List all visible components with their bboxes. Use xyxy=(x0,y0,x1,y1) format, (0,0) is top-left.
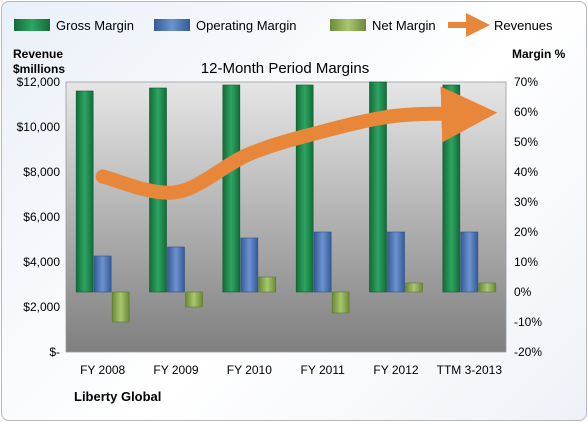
category-label: FY 2010 xyxy=(227,363,272,377)
left-axis-title-line1: Revenue xyxy=(13,47,63,61)
left-tick-label: $6,000 xyxy=(23,210,60,224)
category-labels: FY 2008 FY 2009 FY 2010 FY 2011 FY 2012 TTM 3… xyxy=(80,363,502,377)
left-axis-title-line2: $millions xyxy=(13,62,65,76)
operating-margin-bar xyxy=(313,231,332,293)
left-tick-label: $8,000 xyxy=(23,165,60,179)
left-tick-label: $10,000 xyxy=(17,120,61,134)
right-tick-label: -10% xyxy=(514,315,542,329)
right-axis-title: Margin % xyxy=(512,47,566,61)
left-axis-ticks: $- $2,000 $4,000 $6,000 $8,000 $10,000 $12,000 xyxy=(17,75,61,359)
gross-margin-bar xyxy=(295,84,314,293)
category-label: FY 2009 xyxy=(153,363,198,377)
operating-margin-bar xyxy=(387,231,405,293)
legend-label-operating-margin: Operating Margin xyxy=(196,18,296,33)
category-label: TTM 3-2013 xyxy=(437,363,503,377)
legend: Gross Margin Operating Margin Net Margin… xyxy=(14,13,553,37)
legend-swatch-net-margin xyxy=(330,19,366,31)
right-tick-label: 20% xyxy=(514,225,538,239)
operating-margin-bar xyxy=(460,231,479,293)
net-margin-bar xyxy=(478,282,497,293)
right-tick-label: 10% xyxy=(514,255,538,269)
legend-item-operating-margin: Operating Margin xyxy=(154,18,296,33)
right-tick-label: 50% xyxy=(514,135,538,149)
operating-margin-bar xyxy=(167,246,185,293)
legend-item-revenues: Revenues xyxy=(448,13,553,37)
net-margin-bar xyxy=(258,276,277,293)
legend-item-net-margin: Net Margin xyxy=(330,18,436,33)
legend-swatch-gross-margin xyxy=(14,19,50,31)
gross-margin-bar xyxy=(369,81,387,293)
net-margin-bar xyxy=(331,291,350,314)
left-tick-label: $4,000 xyxy=(23,255,60,269)
right-tick-label: 40% xyxy=(514,165,538,179)
right-tick-label: 0% xyxy=(514,285,532,299)
legend-label-revenues: Revenues xyxy=(494,18,553,33)
category-label: FY 2008 xyxy=(80,363,125,377)
legend-item-gross-margin: Gross Margin xyxy=(14,18,134,33)
legend-label-gross-margin: Gross Margin xyxy=(56,18,134,33)
left-tick-label: $- xyxy=(49,345,60,359)
revenue-line-group xyxy=(95,86,498,200)
category-label: FY 2012 xyxy=(373,363,418,377)
right-tick-label: 70% xyxy=(514,75,538,89)
net-margin-bar xyxy=(111,291,130,323)
operating-margin-bar xyxy=(93,255,112,293)
right-tick-label: -20% xyxy=(514,345,542,359)
gross-margin-bar xyxy=(75,90,94,293)
left-tick-label: $12,000 xyxy=(17,75,61,89)
plot-area xyxy=(65,81,507,353)
operating-margin-bar xyxy=(240,237,259,293)
company-label: Liberty Global xyxy=(74,389,161,404)
legend-swatch-operating-margin xyxy=(154,19,190,31)
net-margin-bar xyxy=(185,291,203,308)
category-label: FY 2011 xyxy=(301,363,346,377)
chart-title: 12-Month Period Margins xyxy=(201,60,369,77)
gross-margin-bar xyxy=(222,84,241,293)
revenue-line xyxy=(95,86,498,200)
left-tick-label: $2,000 xyxy=(23,300,60,314)
right-tick-label: 60% xyxy=(514,105,538,119)
legend-label-net-margin: Net Margin xyxy=(372,18,436,33)
right-tick-label: 30% xyxy=(514,195,538,209)
right-axis-ticks: -20% -10% 0% 10% 20% 30% 40% 50% 60% 70% xyxy=(514,75,542,359)
net-margin-bar xyxy=(405,282,423,293)
